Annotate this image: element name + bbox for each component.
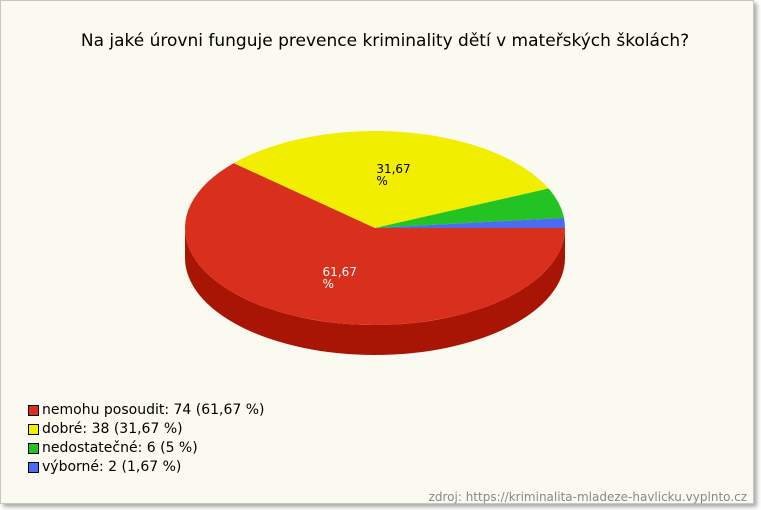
source: zdroj: https://kriminalita-mladeze-havli… (428, 490, 747, 504)
legend-swatch (28, 423, 39, 435)
legend-item: nemohu posoudit: 74 (61,67 %) (28, 402, 265, 418)
pie-slice (375, 188, 564, 228)
legend-swatch (28, 404, 39, 416)
chart-title: Na jaké úrovni funguje prevence kriminal… (80, 31, 690, 51)
legend-label: nedostatečné: 6 (5 %) (42, 440, 198, 456)
data-label: 31,67 % (376, 162, 411, 189)
pie-slice (375, 217, 565, 228)
data-label: 61,67 % (322, 264, 357, 291)
legend-swatch (28, 461, 39, 473)
pie-side (185, 228, 565, 355)
pie-slice (184, 163, 566, 325)
legend-label: nemohu posoudit: 74 (61,67 %) (42, 402, 265, 418)
legend-item: dobré: 38 (31,67 %) (28, 421, 183, 437)
legend-swatch (28, 442, 39, 454)
legend-label: výborné: 2 (1,67 %) (42, 459, 182, 475)
legend-item: výborné: 2 (1,67 %) (28, 459, 181, 475)
legend-item: nedostatečné: 6 (5 %) (28, 440, 198, 456)
legend-label: dobré: 38 (31,67 %) (42, 421, 183, 437)
pie-slice (233, 131, 549, 228)
